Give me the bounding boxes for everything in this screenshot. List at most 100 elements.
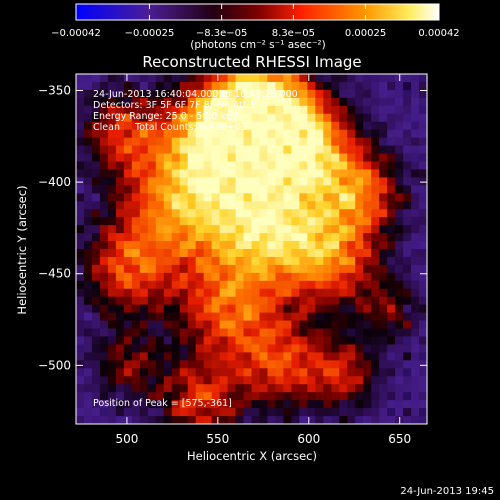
heatmap-cell xyxy=(155,201,165,210)
heatmap-cell xyxy=(283,81,292,91)
heatmap-cell xyxy=(99,296,109,306)
heatmap-cell xyxy=(251,264,260,274)
heatmap-cell xyxy=(315,105,324,115)
heatmap-cell xyxy=(83,416,93,424)
heatmap-cell xyxy=(179,408,189,417)
heatmap-cell xyxy=(403,129,412,139)
heatmap-cell xyxy=(275,233,284,242)
heatmap-cell xyxy=(267,89,276,99)
heatmap-cell xyxy=(179,392,189,401)
heatmap-cell xyxy=(227,328,236,337)
heatmap-cell xyxy=(363,225,372,234)
heatmap-cell xyxy=(395,161,404,170)
heatmap-cell xyxy=(155,145,165,154)
heatmap-cell xyxy=(131,145,141,154)
heatmap-cell xyxy=(411,344,420,353)
heatmap-cell xyxy=(251,97,260,107)
heatmap-cell xyxy=(363,121,372,131)
heatmap-cell xyxy=(147,137,157,146)
heatmap-cell xyxy=(171,336,181,345)
heatmap-cell xyxy=(203,288,213,298)
heatmap-cell xyxy=(339,280,348,290)
heatmap-cell xyxy=(371,113,380,123)
heatmap-cell xyxy=(419,408,427,417)
heatmap-cell xyxy=(227,153,236,162)
x-tick-label: 650 xyxy=(388,432,411,446)
heatmap-cell xyxy=(315,296,324,306)
heatmap-cell xyxy=(403,312,412,321)
heatmap-cell xyxy=(115,153,125,162)
heatmap-cell xyxy=(299,169,308,178)
heatmap-cell xyxy=(147,121,157,131)
heatmap-cell xyxy=(107,400,117,409)
heatmap-cell xyxy=(211,105,220,115)
heatmap-cell xyxy=(379,336,388,345)
heatmap-cell xyxy=(355,113,364,123)
heatmap-cell xyxy=(355,312,364,321)
heatmap-cell xyxy=(91,177,101,186)
heatmap-cell xyxy=(259,89,268,99)
heatmap-cell xyxy=(76,352,85,361)
heatmap-cell xyxy=(419,193,427,202)
heatmap-cell xyxy=(251,193,260,202)
heatmap-cell xyxy=(307,416,316,424)
heatmap-cell xyxy=(243,105,252,115)
heatmap-cell xyxy=(251,74,260,83)
heatmap-cell xyxy=(395,392,404,401)
heatmap-cell xyxy=(395,376,404,385)
heatmap-cell xyxy=(323,209,332,218)
heatmap-cell xyxy=(99,225,109,234)
heatmap-cell xyxy=(195,328,205,337)
heatmap-cell xyxy=(387,328,396,337)
heatmap-cell xyxy=(99,408,109,417)
heatmap-cell xyxy=(403,304,412,314)
heatmap-cell xyxy=(379,400,388,409)
heatmap-cell xyxy=(243,97,252,107)
heatmap-cell xyxy=(363,169,372,178)
heatmap-cell xyxy=(227,169,236,178)
heatmap-cell xyxy=(291,185,300,194)
colorbar-tick-label: 0.00025 xyxy=(345,28,386,39)
heatmap-cell xyxy=(227,129,236,139)
heatmap-cell xyxy=(211,256,220,266)
heatmap-cell xyxy=(315,336,324,345)
heatmap-cell xyxy=(363,74,372,83)
heatmap-cell xyxy=(131,185,141,194)
heatmap-cell xyxy=(155,336,165,345)
heatmap-cell xyxy=(371,137,380,146)
heatmap-cell xyxy=(411,416,420,424)
heatmap-cell xyxy=(187,360,197,369)
heatmap-cell xyxy=(251,256,260,266)
heatmap-cell xyxy=(275,304,284,314)
heatmap-cell xyxy=(291,400,300,409)
heatmap-cell xyxy=(307,209,316,218)
heatmap-cell xyxy=(307,280,316,290)
chart-title: Reconstructed RHESSI Image xyxy=(142,53,361,71)
heatmap-cell xyxy=(211,312,220,321)
heatmap-cell xyxy=(83,376,93,385)
heatmap-cell xyxy=(275,249,284,258)
heatmap-cell xyxy=(411,336,420,345)
heatmap-cell xyxy=(139,209,149,218)
heatmap-cell xyxy=(155,272,165,282)
colorbar-tick-label: 0.00042 xyxy=(418,28,459,39)
heatmap-cell xyxy=(275,193,284,202)
heatmap-cell xyxy=(307,384,316,393)
heatmap-cell xyxy=(203,161,213,170)
heatmap-cell xyxy=(331,384,340,393)
heatmap-cell xyxy=(107,344,117,353)
heatmap-cell xyxy=(179,368,189,377)
heatmap-cell xyxy=(211,288,220,298)
heatmap-cell xyxy=(419,336,427,345)
heatmap-cell xyxy=(163,280,173,290)
heatmap-cell xyxy=(203,368,213,377)
heatmap-cell xyxy=(235,233,244,242)
heatmap-cell xyxy=(203,177,213,186)
y-axis-label: Heliocentric Y (arcsec) xyxy=(15,185,29,314)
heatmap-cell xyxy=(331,81,340,91)
heatmap-cell xyxy=(347,304,356,314)
heatmap-cell xyxy=(331,137,340,146)
heatmap-cell xyxy=(195,280,205,290)
heatmap-cell xyxy=(171,344,181,353)
heatmap-cell xyxy=(76,201,85,210)
